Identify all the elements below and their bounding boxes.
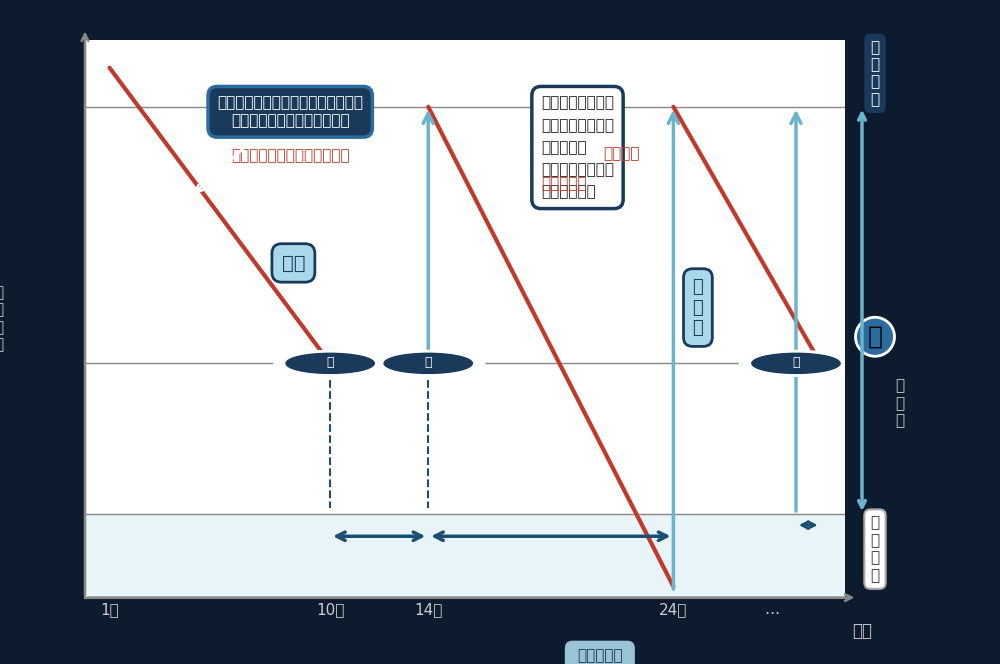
Text: アラート: アラート bbox=[603, 146, 640, 161]
Text: 調達までの
リードタイム: 調達までの リードタイム bbox=[572, 648, 627, 664]
Text: でお知らせ: でお知らせ bbox=[541, 177, 587, 191]
Text: 安
全
在
庫: 安 全 在 庫 bbox=[870, 515, 880, 583]
Text: 在庫数が発注点を
下回るとアラート
でお知らせ
仕入タイミングを
逃しません！: 在庫数が発注点を 下回るとアラート でお知らせ 仕入タイミングを 逃しません！ bbox=[541, 96, 614, 199]
Text: 目
標
在
庫: 目 標 在 庫 bbox=[870, 40, 880, 107]
Text: 🔔: 🔔 bbox=[792, 356, 800, 369]
Circle shape bbox=[752, 353, 840, 373]
Text: 日々の在庫（販売）状況を考慮して
適切な仕入時期と数量を算出: 日々の在庫（販売）状況を考慮して 適切な仕入時期と数量を算出 bbox=[217, 96, 363, 128]
Text: 🔔: 🔔 bbox=[868, 325, 883, 349]
Text: 発
注
点: 発 注 点 bbox=[895, 378, 904, 428]
FancyBboxPatch shape bbox=[85, 514, 845, 598]
Text: 日付: 日付 bbox=[852, 622, 872, 640]
Circle shape bbox=[274, 351, 387, 376]
Text: 🔔: 🔔 bbox=[424, 356, 432, 369]
Text: 在
庫
数
量: 在 庫 数 量 bbox=[0, 285, 4, 353]
Circle shape bbox=[740, 351, 852, 376]
Text: 適切な仕入時期と数量を算出: 適切な仕入時期と数量を算出 bbox=[231, 149, 350, 163]
Text: 発注: 発注 bbox=[282, 254, 305, 272]
Circle shape bbox=[286, 353, 374, 373]
Circle shape bbox=[372, 351, 485, 376]
FancyBboxPatch shape bbox=[85, 40, 845, 514]
Text: 発
注
数: 発 注 数 bbox=[693, 278, 703, 337]
Text: 🔔: 🔔 bbox=[326, 356, 334, 369]
Circle shape bbox=[384, 353, 472, 373]
